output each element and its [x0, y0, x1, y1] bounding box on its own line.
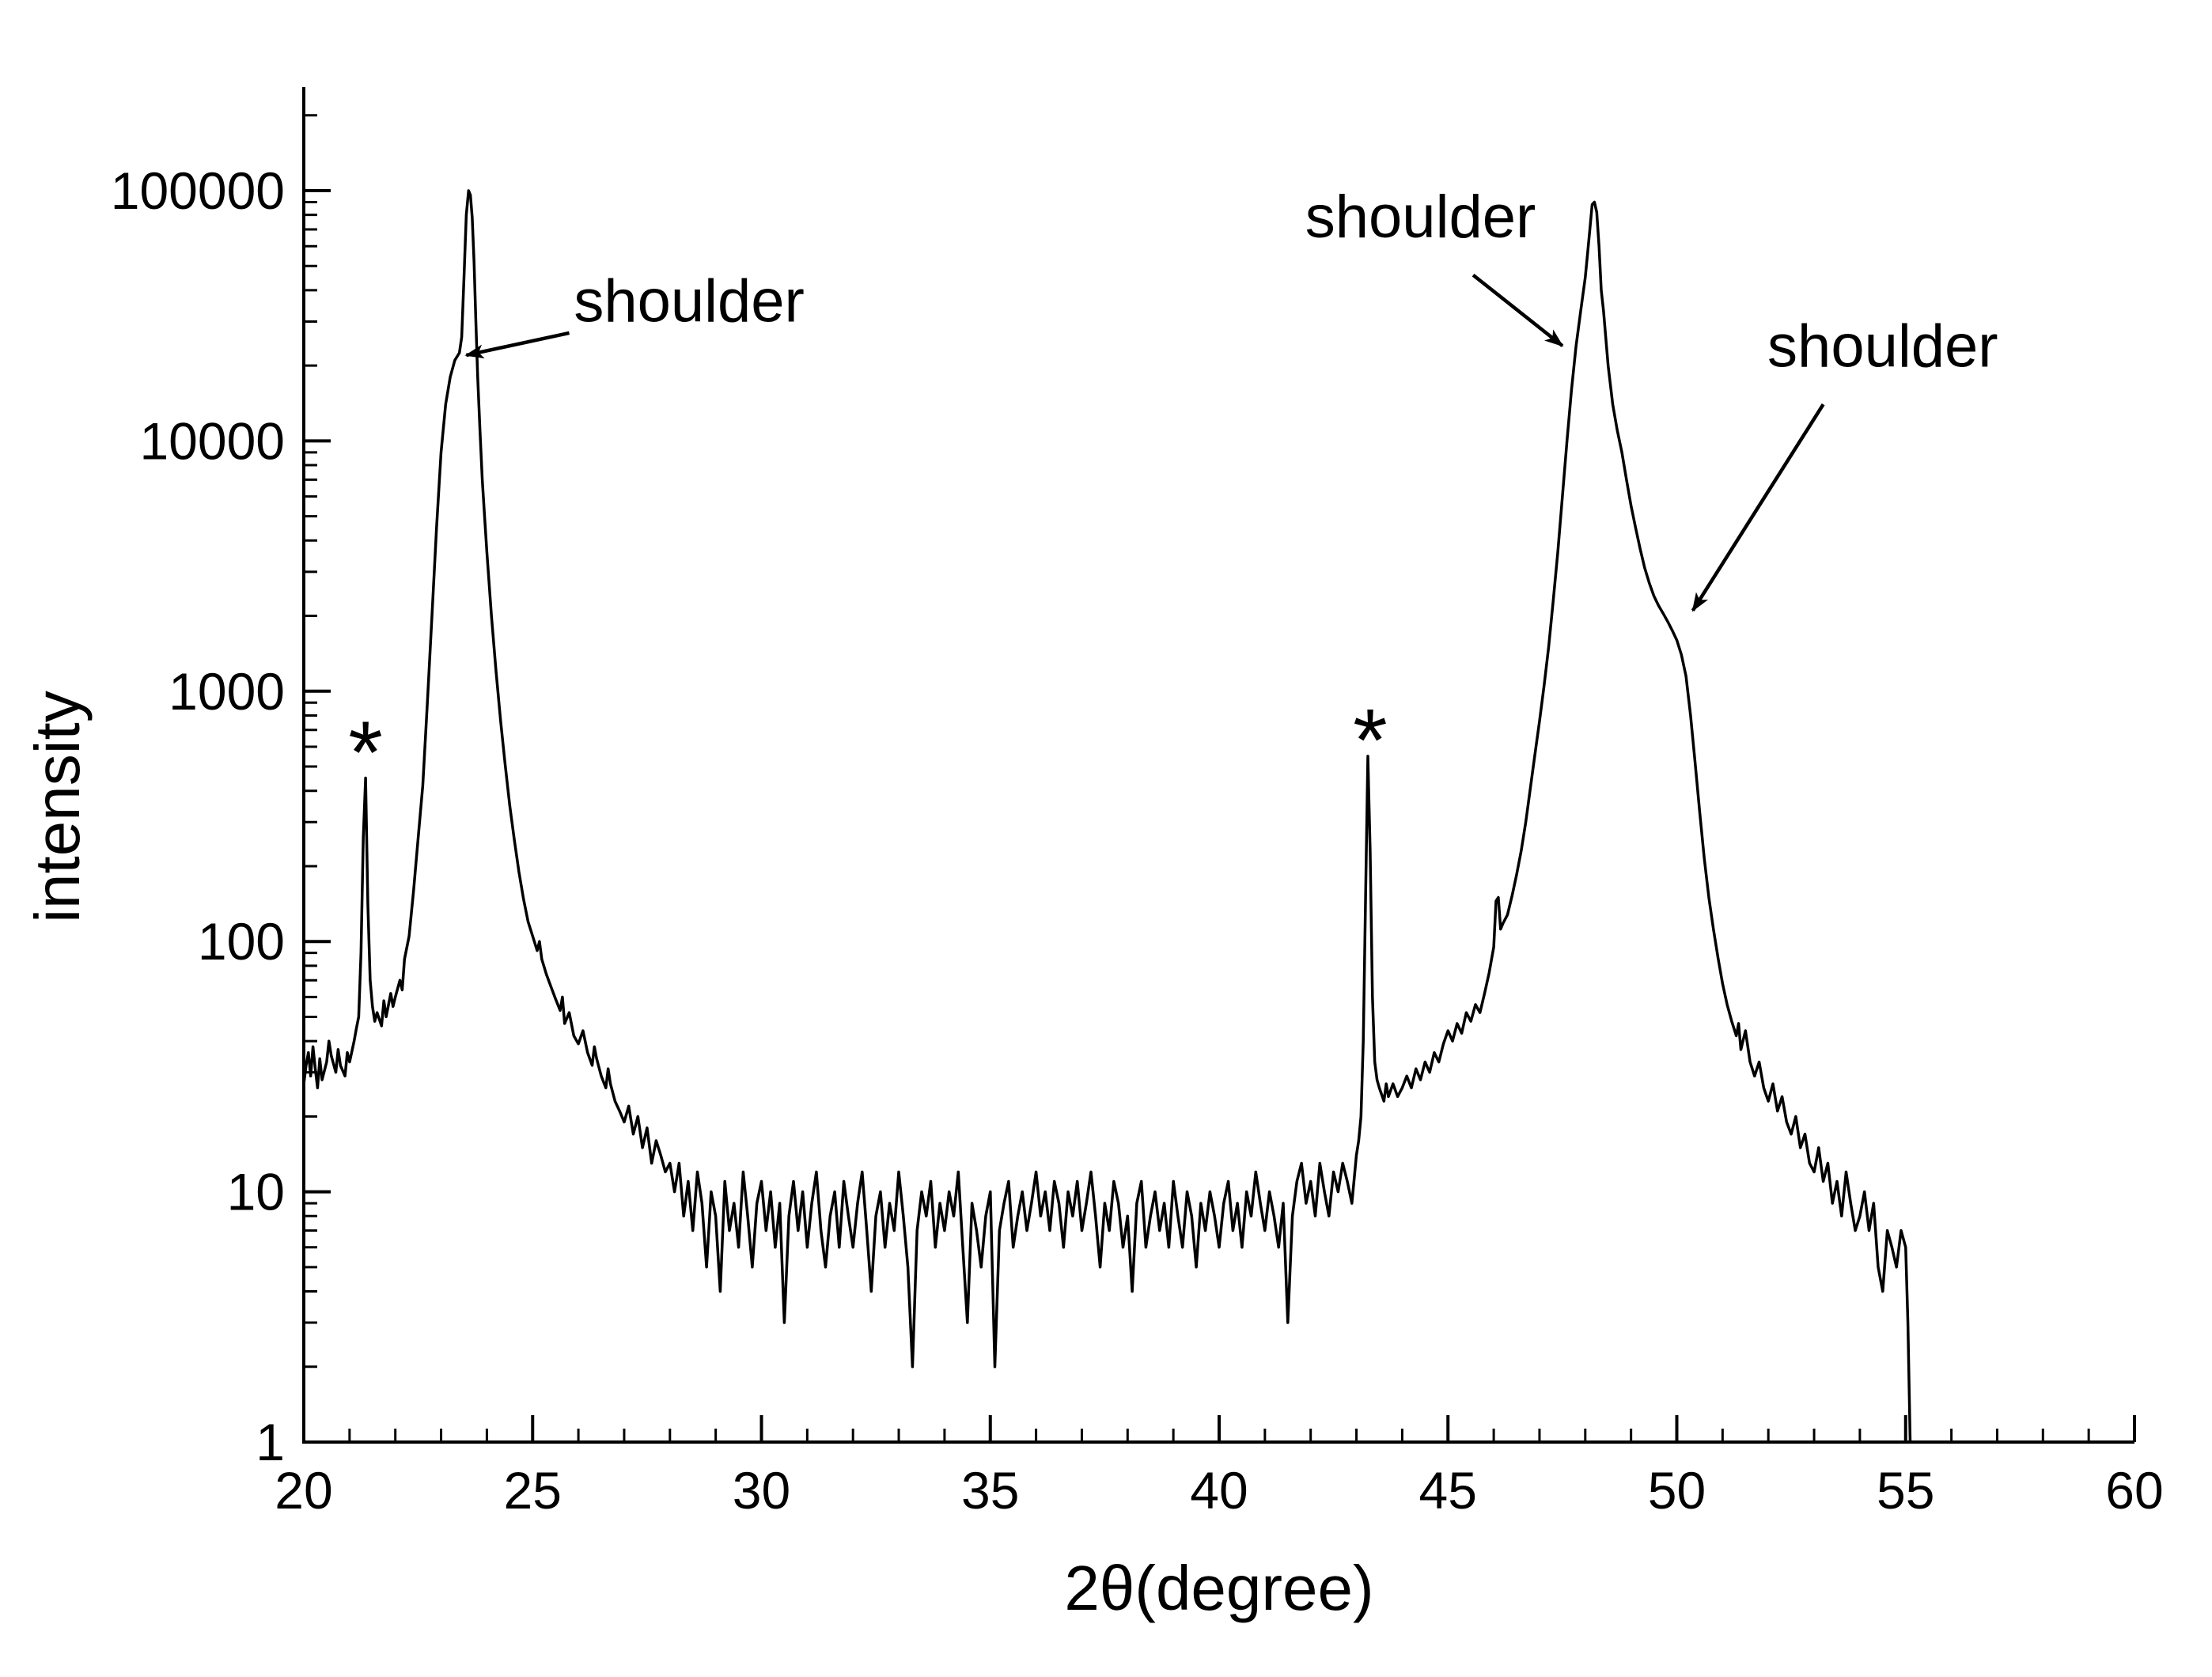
x-tick-label: 45: [1419, 1461, 1477, 1520]
y-axis-label: intensity: [22, 691, 93, 922]
y-tick-label: 100: [198, 912, 285, 971]
asterisk-marker: *: [348, 703, 383, 802]
x-tick-label: 20: [275, 1461, 332, 1520]
y-tick-label: 10000: [139, 411, 285, 470]
series-line: [302, 189, 1912, 1444]
x-tick-label: 30: [733, 1461, 790, 1520]
x-tick-label: 25: [504, 1461, 562, 1520]
x-axis: 20 25 30 35 40 45 50 55 60: [275, 1415, 2164, 1520]
y-tick-label: 1000: [169, 662, 285, 721]
x-tick-label: 50: [1648, 1461, 1706, 1520]
y-tick-label: 100000: [111, 161, 285, 220]
y-axis: 1 10 100 1000 10000 100000: [111, 114, 331, 1471]
asterisk-marker: *: [1353, 691, 1388, 790]
y-tick-label: 10: [227, 1163, 285, 1221]
x-tick-label: 55: [1877, 1461, 1934, 1520]
shoulder-annotation: shoulder: [1305, 184, 1536, 251]
x-tick-label: 40: [1190, 1461, 1248, 1520]
x-axis-label: 2θ(degree): [1064, 1553, 1373, 1623]
x-tick-label: 35: [961, 1461, 1019, 1520]
shoulder-annotation: shoulder: [1767, 313, 1998, 380]
y-tick-label: 1: [256, 1413, 285, 1471]
shoulder-annotation: shoulder: [574, 267, 805, 335]
annotations: shoulder shoulder shoulder * *: [348, 184, 1998, 802]
x-tick-label: 60: [2105, 1461, 2163, 1520]
series: [302, 189, 1912, 1444]
